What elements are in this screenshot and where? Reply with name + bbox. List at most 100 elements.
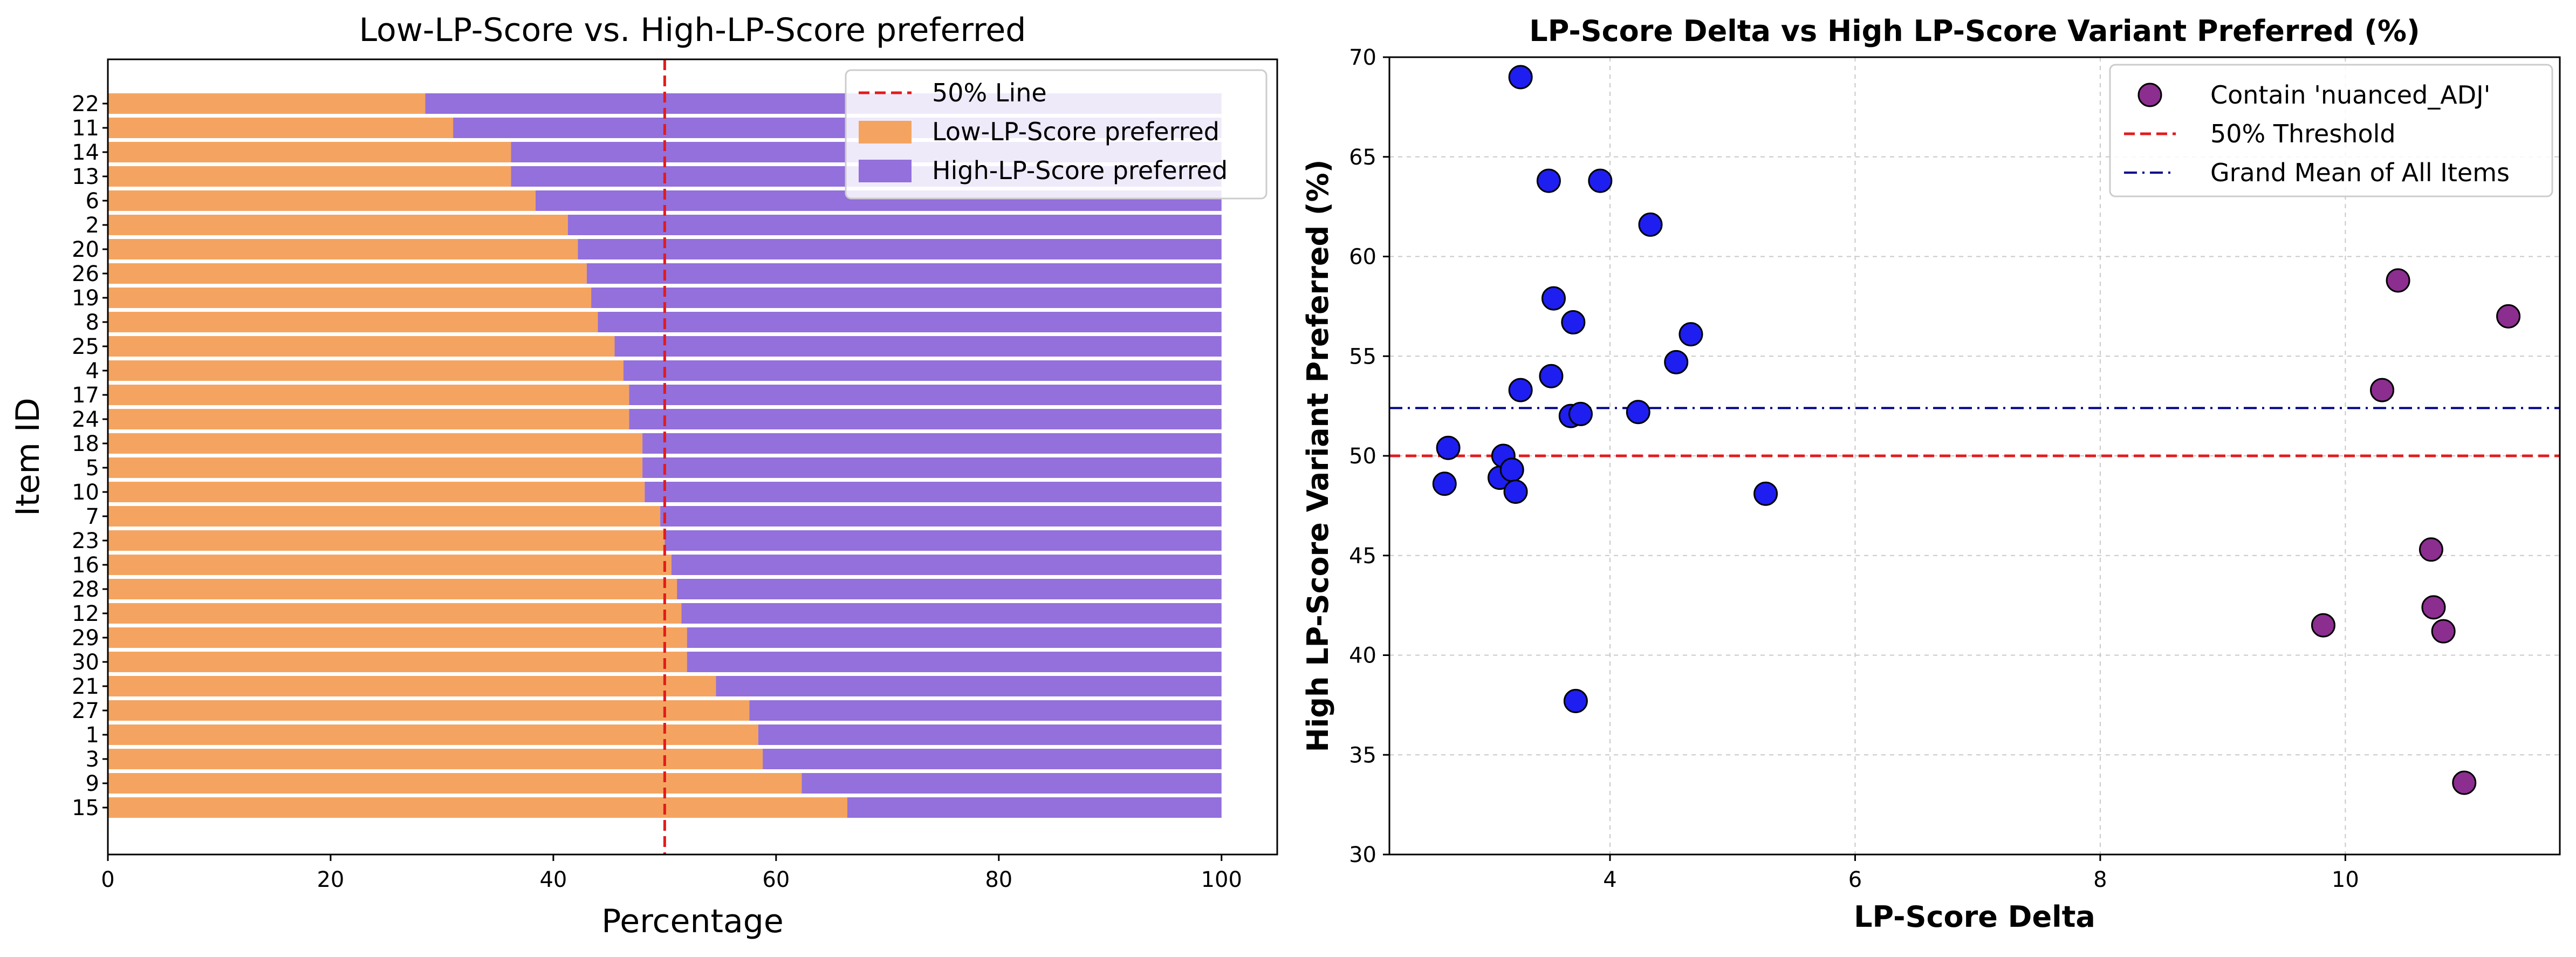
right-scatter-chart: 4 6 8 10 30 35 40 45 50 55 60 65 70 LP-Score Delta vs… [1301, 14, 2561, 934]
y-tick-label: 20 [72, 237, 99, 262]
y-tick-label: 1 [86, 723, 99, 748]
point-other [1436, 435, 1461, 460]
bar-low-2 [108, 215, 568, 235]
bar-low-29 [108, 627, 687, 648]
bar-low-7 [108, 506, 661, 527]
point-nuanced-adj [2421, 595, 2446, 620]
y-tick-label: 3 [86, 747, 99, 772]
y-tick-label: 26 [72, 262, 99, 286]
point-nuanced-adj [2496, 304, 2521, 329]
legend-label-grand-mean: Grand Mean of All Items [2210, 158, 2510, 187]
bar-low-27 [108, 700, 750, 721]
bar-low-6 [108, 190, 536, 211]
bar-low-12 [108, 603, 682, 624]
bar-high-9 [801, 773, 1222, 794]
y-tick-label: 27 [72, 699, 99, 723]
legend-label-50-line: 50% Line [932, 78, 1047, 107]
point-nuanced-adj [2419, 537, 2443, 562]
y-tick-label: 13 [72, 165, 99, 189]
x-tick-label: 20 [317, 867, 344, 892]
plot-frame [107, 58, 1278, 856]
bar-low-20 [108, 239, 578, 259]
bar-low-22 [108, 93, 426, 114]
y-tick-label: 15 [72, 796, 99, 821]
bar-high-24 [629, 409, 1222, 429]
bar-low-9 [108, 773, 802, 794]
left-bar-chart: 2211141362202619825417241851072316281229… [9, 11, 1278, 940]
point-nuanced-adj [2370, 378, 2395, 402]
y-tick-label: 2 [86, 213, 99, 238]
point-other [1568, 401, 1593, 426]
bar-low-1 [108, 724, 758, 745]
legend-label-threshold: 50% Threshold [2210, 119, 2396, 148]
point-other [1539, 364, 1564, 388]
bar-low-11 [108, 118, 454, 138]
bar-high-1 [758, 724, 1222, 745]
bar-low-28 [108, 579, 677, 599]
point-nuanced-adj [2452, 770, 2477, 795]
bar-high-20 [578, 239, 1222, 259]
y-tick-label: 12 [72, 601, 99, 626]
y-tick-label: 28 [72, 577, 99, 602]
point-other [1588, 168, 1613, 193]
bar-low-13 [108, 166, 511, 187]
bar-low-21 [108, 676, 716, 696]
bar-low-16 [108, 555, 672, 575]
y-tick-label: 11 [72, 116, 99, 141]
point-nuanced-adj [2386, 268, 2410, 293]
y-tick-label: 9 [86, 771, 99, 796]
bar-low-24 [108, 409, 629, 429]
y-tick-label: 10 [72, 480, 99, 505]
y-tick-label: 8 [86, 310, 99, 335]
point-nuanced-adj [2311, 613, 2335, 638]
bar-low-8 [108, 312, 598, 332]
legend-marker-low [859, 121, 912, 143]
point-other [1503, 480, 1528, 504]
bar-low-18 [108, 433, 643, 454]
chart-title: Low-LP-Score vs. High-LP-Score preferred [359, 11, 1026, 49]
chart-title: LP-Score Delta vs High LP-Score Variant … [1529, 14, 2420, 48]
y-tick-label: 22 [72, 92, 99, 117]
bar-high-17 [629, 385, 1222, 405]
x-tick-label: 0 [101, 867, 114, 892]
bar-high-30 [687, 652, 1222, 672]
y-tick-label: 24 [72, 407, 99, 432]
x-tick-label: 60 [762, 867, 790, 892]
y-tick-label: 50 [1349, 444, 1376, 469]
y-tick-label: 5 [86, 456, 99, 481]
bar-high-21 [716, 676, 1222, 696]
x-tick-label: 4 [1603, 867, 1616, 892]
y-tick-label: 19 [72, 286, 99, 311]
bar-low-5 [108, 457, 643, 478]
point-other [1432, 471, 1457, 496]
bar-high-25 [614, 336, 1222, 357]
legend-box [845, 69, 1268, 200]
x-tick-label: 40 [539, 867, 567, 892]
point-other [1626, 400, 1650, 425]
legend-label-low: Low-LP-Score preferred [932, 117, 1220, 146]
y-tick-label: 21 [72, 674, 99, 699]
point-other [1753, 481, 1778, 506]
legend-marker-nuanced [2137, 83, 2162, 107]
y-tick-label: 7 [86, 504, 99, 529]
bar-high-29 [687, 627, 1222, 648]
y-tick-label: 18 [72, 432, 99, 456]
y-tick-label: 65 [1349, 145, 1376, 170]
bar-high-23 [664, 530, 1222, 551]
y-tick-label: 14 [72, 140, 99, 165]
point-other [1561, 310, 1586, 334]
y-tick-label: 55 [1349, 344, 1376, 369]
y-tick-label: 60 [1349, 245, 1376, 270]
y-tick-label: 30 [1349, 843, 1376, 867]
point-other [1678, 322, 1703, 347]
y-tick-label: 45 [1349, 544, 1376, 569]
legend-label-nuanced: Contain 'nuanced_ADJ' [2210, 80, 2490, 110]
bar-high-4 [623, 360, 1222, 381]
x-tick-label: 10 [2332, 867, 2359, 892]
point-other [1499, 457, 1524, 482]
bar-low-23 [108, 530, 665, 551]
bar-low-17 [108, 385, 629, 405]
point-other [1664, 350, 1689, 374]
bar-high-16 [671, 555, 1222, 575]
